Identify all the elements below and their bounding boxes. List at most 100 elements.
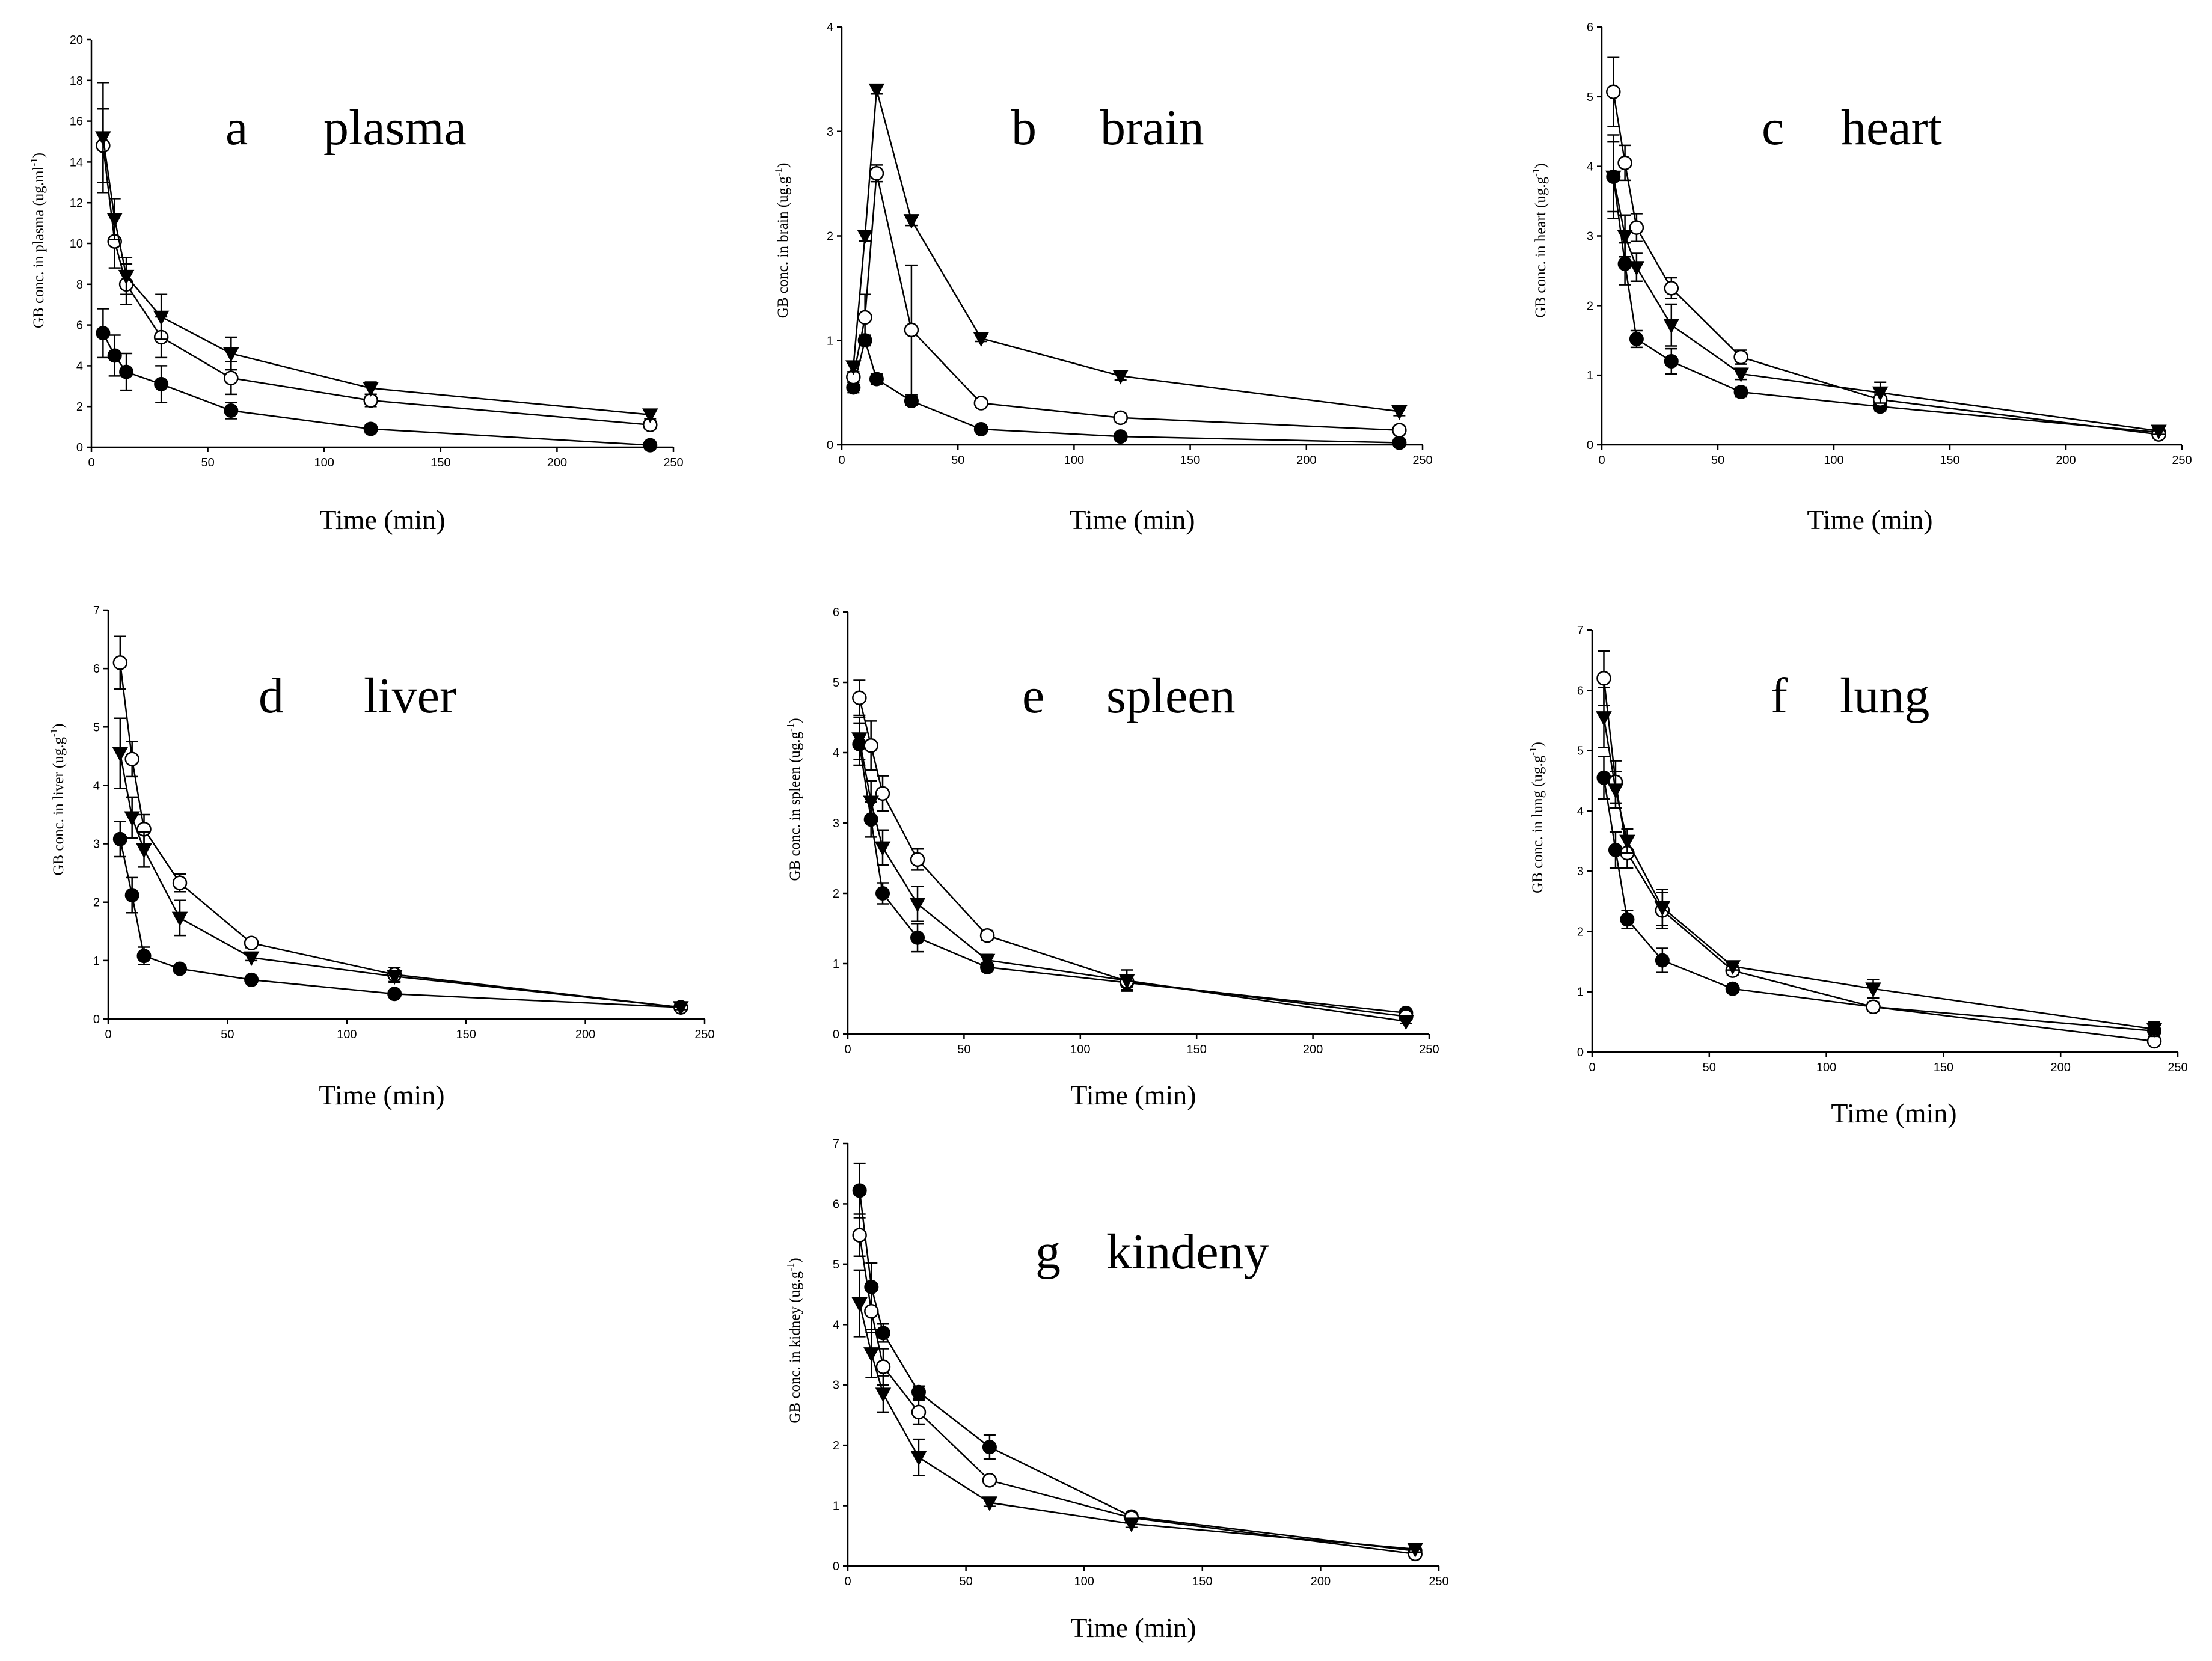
data-point bbox=[387, 987, 402, 1002]
data-point bbox=[1112, 369, 1129, 385]
x-tick-label: 200 bbox=[1296, 454, 1316, 467]
y-tick-label: 5 bbox=[1587, 91, 1593, 104]
series-line bbox=[1603, 717, 2155, 1030]
x-tick-label: 200 bbox=[1303, 1043, 1323, 1056]
series-filled-triangle-down bbox=[845, 83, 1408, 420]
y-tick-label: 5 bbox=[1577, 745, 1584, 758]
x-tick-label: 150 bbox=[1180, 454, 1200, 467]
data-point bbox=[1629, 331, 1644, 346]
x-tick-label: 150 bbox=[456, 1028, 476, 1041]
panel-name: liver bbox=[364, 668, 456, 724]
data-point bbox=[864, 1303, 879, 1319]
data-point bbox=[224, 403, 239, 418]
panel-a: 0 50 100 150 200 250 0 2 4 6 8 10 12 14 16 18 20 Time (mi… bbox=[28, 34, 684, 535]
x-axis-title: Time (min) bbox=[319, 1080, 444, 1110]
data-point bbox=[107, 348, 122, 363]
y-tick-label: 5 bbox=[833, 1258, 839, 1271]
data-point bbox=[875, 786, 890, 801]
y-tick-label: 1 bbox=[93, 955, 100, 968]
x-tick-label: 250 bbox=[1419, 1043, 1439, 1056]
panel-g: 0 50 100 150 200 250 0 1 2 3 4 5 6 7 Time (min) GB conc… bbox=[785, 1137, 1449, 1643]
data-point bbox=[981, 1496, 998, 1511]
y-tick-label: 7 bbox=[833, 1137, 839, 1151]
panel-f: 0 50 100 150 200 250 0 1 2 3 4 5 6 7 Time (min) GB conc… bbox=[1527, 624, 2188, 1128]
data-point bbox=[863, 795, 879, 811]
series-open-circle bbox=[852, 679, 1414, 1024]
y-tick-label: 4 bbox=[76, 359, 83, 373]
data-point bbox=[1391, 405, 1408, 420]
series-line bbox=[1603, 678, 2155, 1042]
series-line bbox=[1613, 176, 2159, 432]
x-tick-label: 50 bbox=[951, 454, 964, 467]
y-tick-label: 2 bbox=[833, 887, 839, 901]
x-axis-title: Time (min) bbox=[1070, 1612, 1196, 1643]
y-tick-label: 5 bbox=[93, 721, 100, 734]
series-line bbox=[853, 173, 1400, 431]
y-axis-title: GB conc. in brain (ug.g-1) bbox=[773, 163, 791, 319]
y-tick-label: 0 bbox=[76, 441, 83, 454]
x-tick-label: 50 bbox=[959, 1575, 972, 1588]
x-tick-label: 200 bbox=[575, 1028, 595, 1041]
panel-name: kindeny bbox=[1106, 1224, 1269, 1280]
panel-e: 0 50 100 150 200 250 0 1 2 3 4 5 6 Time (min) GB conc.… bbox=[785, 606, 1439, 1110]
data-point bbox=[875, 886, 890, 901]
y-tick-label: 8 bbox=[76, 278, 83, 292]
x-tick-label: 0 bbox=[844, 1043, 851, 1056]
data-point bbox=[119, 364, 134, 379]
series-line bbox=[1603, 777, 2155, 1032]
panel-letter: g bbox=[1035, 1224, 1061, 1280]
x-tick-label: 250 bbox=[694, 1028, 714, 1041]
y-tick-label: 3 bbox=[833, 1379, 839, 1392]
y-tick-label: 14 bbox=[70, 156, 83, 169]
x-tick-label: 100 bbox=[1070, 1043, 1090, 1056]
x-tick-label: 50 bbox=[221, 1028, 234, 1041]
data-point bbox=[136, 949, 152, 964]
panel-name: lung bbox=[1840, 668, 1929, 724]
data-point bbox=[118, 269, 135, 285]
data-point bbox=[643, 438, 658, 453]
data-point bbox=[2146, 1023, 2163, 1038]
x-axis-title: Time (min) bbox=[319, 504, 445, 535]
y-tick-label: 2 bbox=[1577, 925, 1584, 938]
y-tick-label: 6 bbox=[1577, 684, 1584, 697]
data-point bbox=[903, 214, 920, 229]
data-point bbox=[1654, 901, 1671, 916]
data-point bbox=[1663, 319, 1680, 334]
data-point bbox=[223, 347, 239, 362]
data-point bbox=[973, 396, 989, 411]
data-point bbox=[1392, 423, 1407, 438]
data-point bbox=[1619, 834, 1635, 850]
data-point bbox=[875, 1359, 891, 1374]
data-point bbox=[1725, 981, 1740, 996]
data-point bbox=[112, 747, 129, 762]
y-tick-label: 6 bbox=[833, 1198, 839, 1211]
y-tick-label: 6 bbox=[93, 662, 100, 676]
y-tick-label: 7 bbox=[93, 604, 100, 617]
panel-letter: a bbox=[225, 100, 248, 156]
data-point bbox=[171, 911, 188, 927]
data-point bbox=[363, 421, 378, 436]
series-filled-triangle-down bbox=[1605, 134, 2167, 440]
x-tick-label: 100 bbox=[1074, 1575, 1094, 1588]
data-point bbox=[1628, 261, 1645, 276]
y-tick-label: 3 bbox=[93, 838, 100, 851]
x-tick-label: 250 bbox=[2168, 1061, 2187, 1074]
data-point bbox=[136, 843, 152, 858]
y-axis-title: GB conc. in plasma (ug.ml-1) bbox=[28, 153, 47, 328]
series-line bbox=[859, 1235, 1415, 1555]
series-filled-circle bbox=[96, 308, 658, 453]
data-point bbox=[1607, 783, 1624, 798]
data-point bbox=[124, 811, 140, 827]
data-point bbox=[1866, 999, 1881, 1015]
data-point bbox=[1724, 960, 1741, 975]
series-open-circle bbox=[846, 164, 1407, 438]
data-point bbox=[973, 421, 988, 436]
data-point bbox=[673, 1001, 689, 1016]
x-tick-label: 0 bbox=[844, 1575, 851, 1588]
data-point bbox=[124, 888, 139, 903]
x-tick-label: 0 bbox=[1598, 454, 1605, 467]
series-filled-triangle-down bbox=[851, 1269, 1423, 1558]
x-tick-label: 100 bbox=[1816, 1061, 1836, 1074]
y-tick-label: 1 bbox=[833, 1500, 839, 1513]
y-tick-label: 0 bbox=[1587, 439, 1593, 452]
